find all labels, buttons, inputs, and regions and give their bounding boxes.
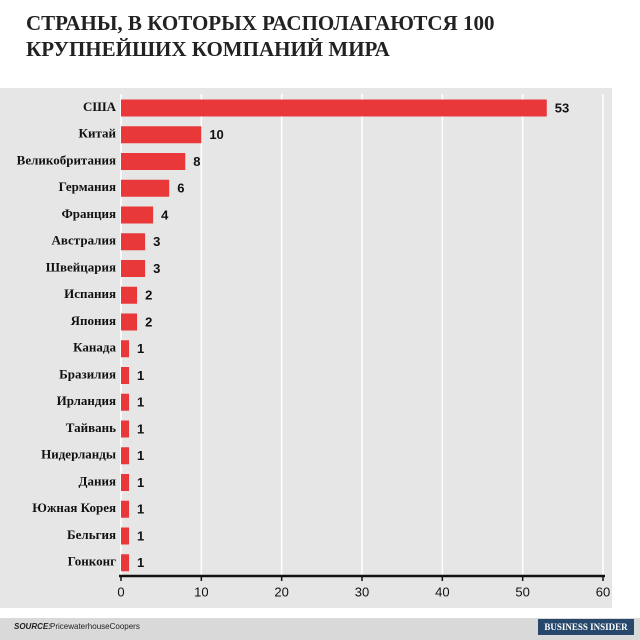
chart-title: СТРАНЫ, В КОТОРЫХ РАСПОЛАГАЮТСЯ 100 КРУП… <box>26 11 495 61</box>
y-tick-label: Франция <box>62 206 116 221</box>
bar <box>121 340 130 358</box>
x-tick-label: 10 <box>194 584 208 599</box>
source: PricewaterhouseCoopers <box>50 622 140 631</box>
y-tick-label: Австралия <box>51 233 116 248</box>
y-tick-label: Швейцария <box>46 259 116 274</box>
bar <box>121 260 146 277</box>
y-tick-label: Германия <box>59 179 116 194</box>
y-tick-label: Южная Корея <box>32 500 116 515</box>
x-tick-label: 20 <box>274 584 288 599</box>
bar <box>121 126 202 144</box>
value-label: 1 <box>137 555 144 570</box>
value-label: 10 <box>209 127 223 142</box>
value-label: 3 <box>153 234 160 249</box>
value-label: 1 <box>137 368 144 383</box>
footer-band <box>0 618 640 640</box>
bar <box>121 313 138 331</box>
value-label: 1 <box>137 395 144 410</box>
y-tick-label: Дания <box>79 473 116 488</box>
bar <box>121 233 146 251</box>
x-tick-label: 40 <box>435 584 449 599</box>
y-tick-label: Бельгия <box>67 527 116 542</box>
bar <box>121 447 130 465</box>
value-label: 1 <box>137 475 144 490</box>
bar <box>121 500 130 518</box>
y-tick-label: Япония <box>71 313 116 328</box>
value-label: 4 <box>161 207 169 222</box>
bar <box>121 420 130 438</box>
bar <box>121 393 130 411</box>
brand-logo <box>538 619 634 635</box>
x-tick-label: 50 <box>515 584 529 599</box>
y-tick-label: Бразилия <box>59 366 116 381</box>
value-label: 1 <box>137 502 144 517</box>
value-label: 2 <box>145 288 152 303</box>
brand: BUSINESS INSIDER <box>544 622 628 632</box>
value-label: 1 <box>137 421 144 436</box>
bar <box>121 367 130 384</box>
y-tick-label: Великобритания <box>17 152 116 167</box>
bar <box>121 153 186 170</box>
y-tick-label: Испания <box>64 286 116 301</box>
value-label: 1 <box>137 528 144 543</box>
y-tick-label: Канада <box>73 340 116 355</box>
value-label: 1 <box>137 341 144 356</box>
bar <box>121 474 130 491</box>
value-label: 8 <box>193 154 200 169</box>
value-label: 3 <box>153 261 160 276</box>
bar <box>121 554 130 572</box>
plot-background <box>0 88 612 608</box>
value-label: 1 <box>137 448 144 463</box>
x-tick-label: 30 <box>355 584 369 599</box>
y-tick-label: США <box>83 99 117 114</box>
source-label: SOURCE: <box>14 622 51 631</box>
bar <box>121 179 170 197</box>
y-tick-label: Нидерланды <box>41 447 116 462</box>
value-label: 6 <box>177 181 184 196</box>
y-tick-label: Гонконг <box>68 554 116 569</box>
value-label: 2 <box>145 314 152 329</box>
bar <box>121 99 547 117</box>
bar <box>121 286 138 304</box>
value-label: 53 <box>555 100 569 115</box>
y-tick-label: Тайвань <box>66 420 116 435</box>
x-tick-label: 0 <box>117 584 124 599</box>
bar <box>121 206 154 224</box>
bar <box>121 527 130 545</box>
y-tick-label: Китай <box>79 126 117 141</box>
y-tick-label: Ирландия <box>57 393 116 408</box>
x-tick-label: 60 <box>596 584 610 599</box>
